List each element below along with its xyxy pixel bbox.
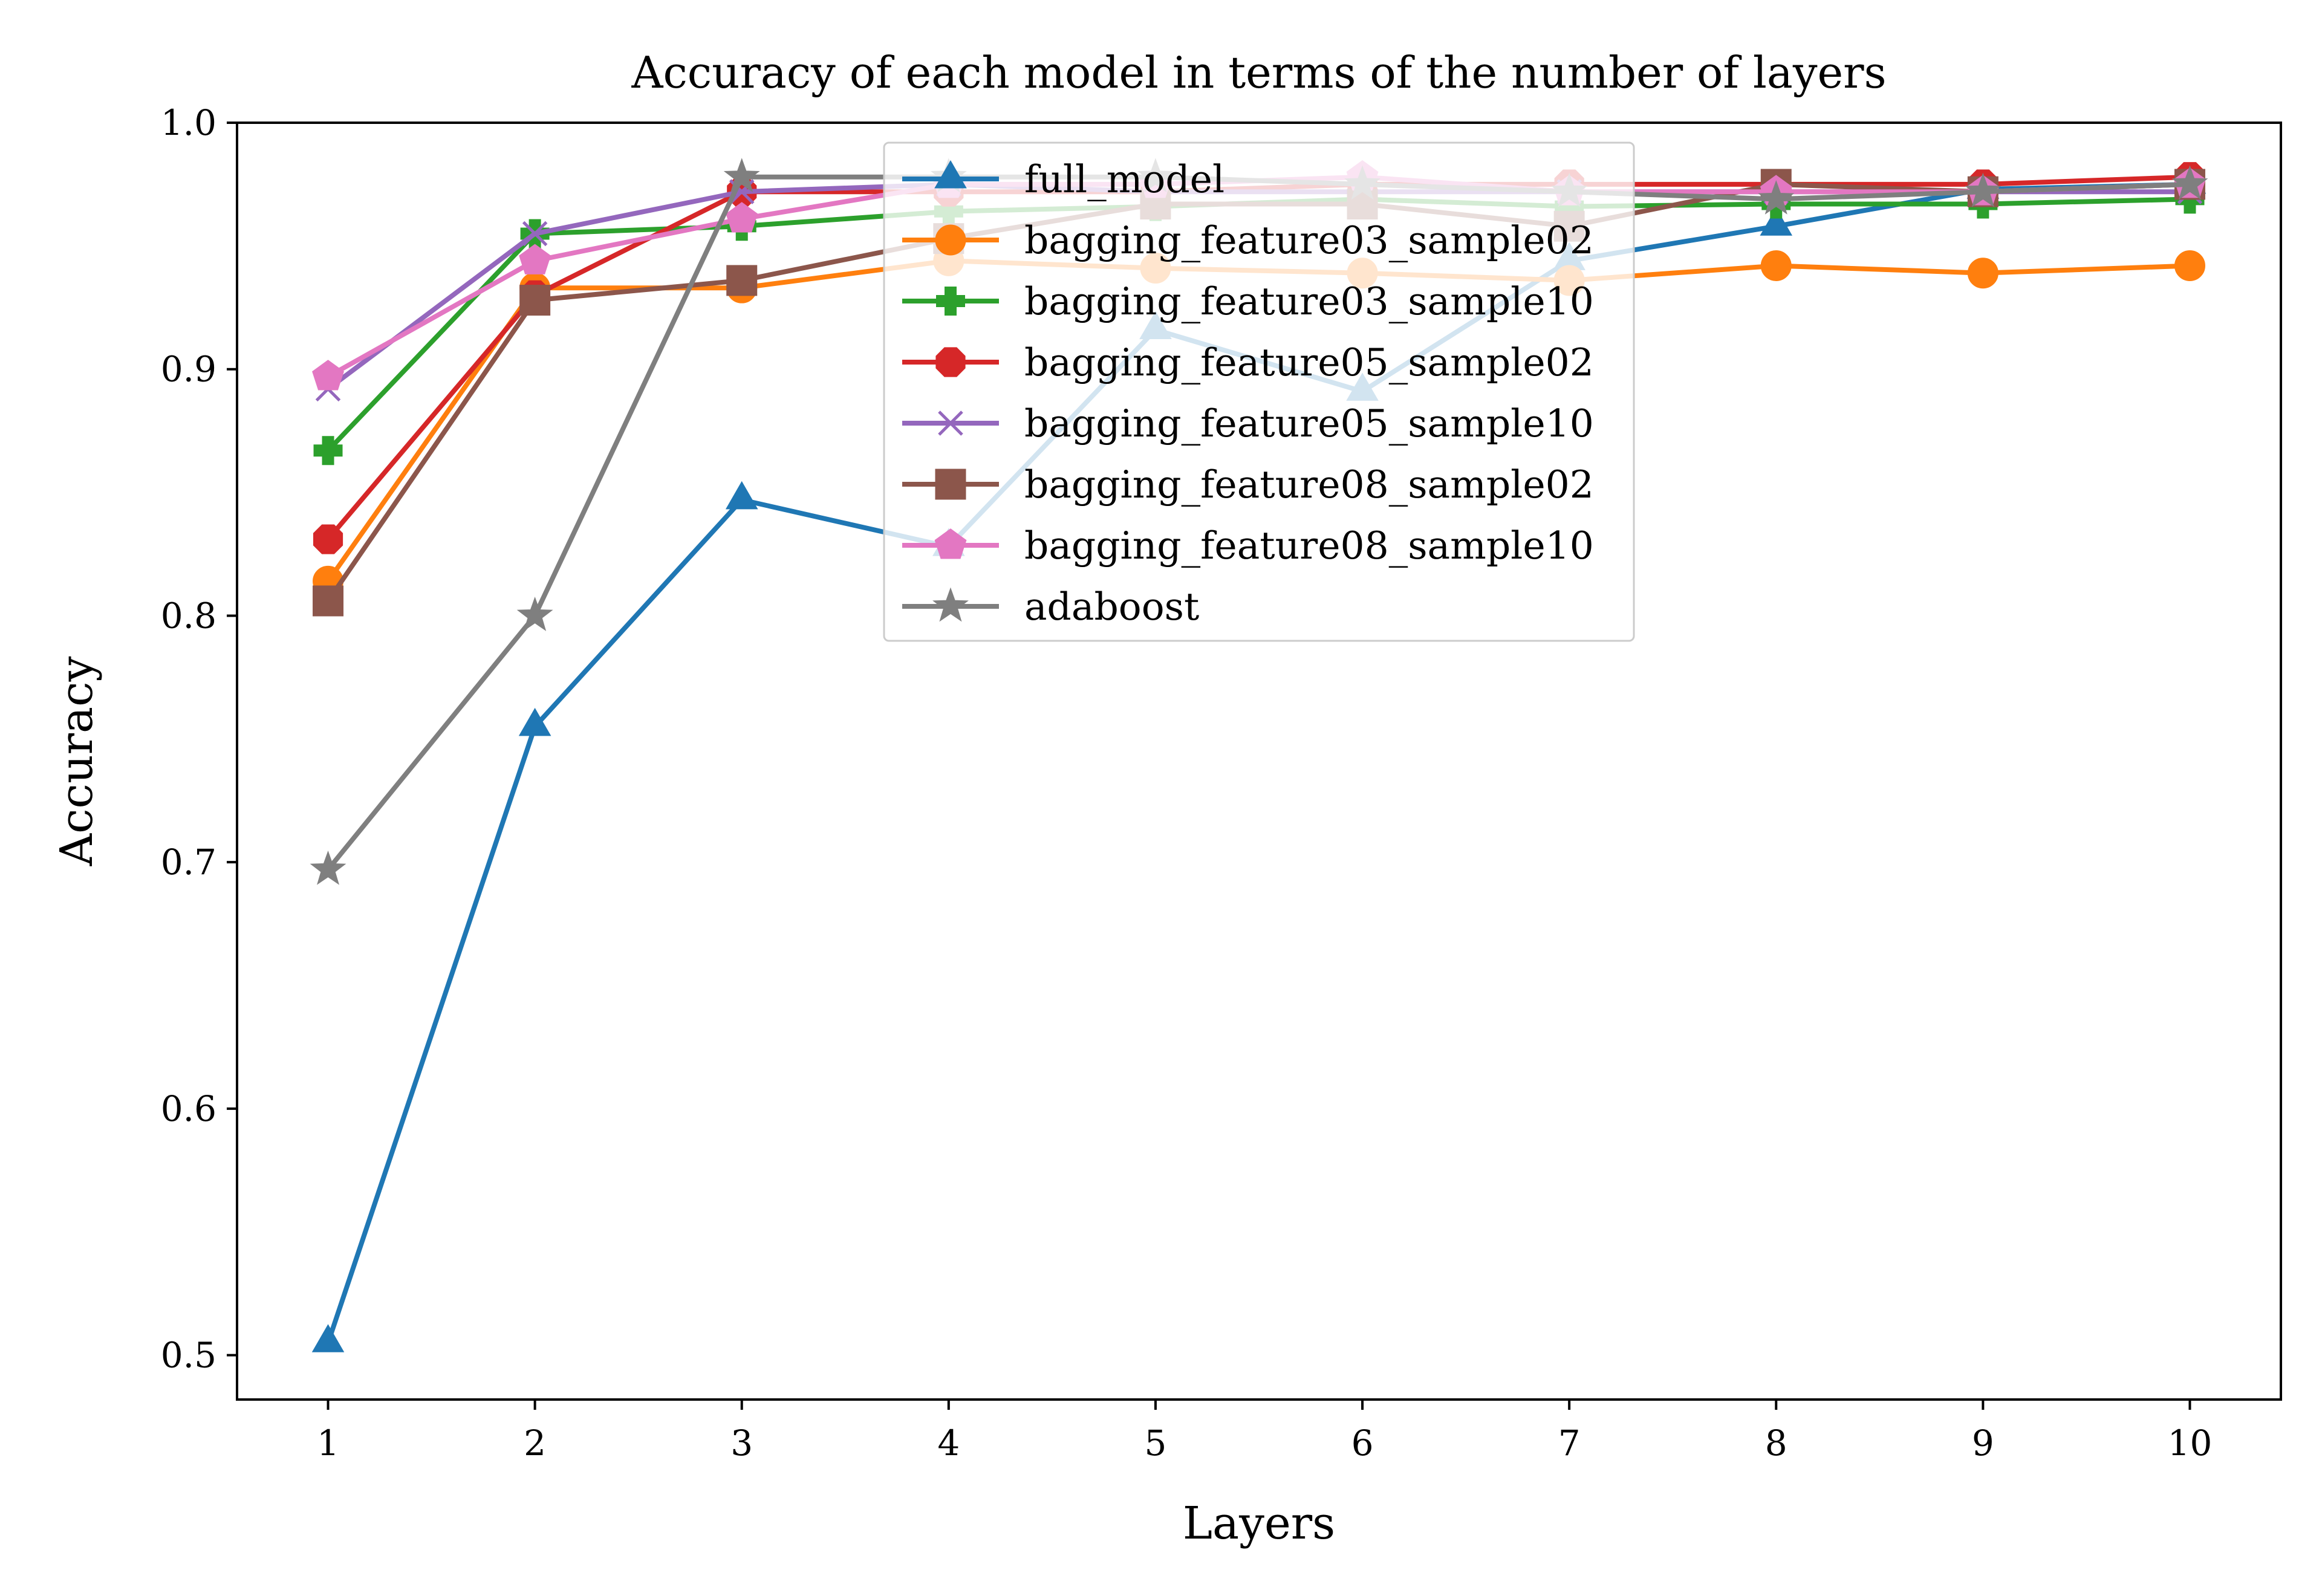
data-point-bagging_feature08_sample10-2 bbox=[519, 244, 551, 274]
legend-marker-bagging_feature08_sample10 bbox=[934, 528, 967, 559]
legend-entry-bagging_feature05_sample02: bagging_feature05_sample02 bbox=[902, 340, 1594, 384]
legend-marker-adaboost bbox=[932, 587, 969, 622]
legend-marker-bagging_feature05_sample10 bbox=[938, 410, 963, 436]
data-point-adaboost-3 bbox=[723, 158, 760, 193]
data-point-bagging_feature08_sample10-3 bbox=[726, 202, 758, 233]
legend-label: bagging_feature08_sample10 bbox=[1024, 524, 1594, 568]
data-point-bagging_feature08_sample02-2 bbox=[519, 285, 551, 316]
x-tick-label: 9 bbox=[1972, 1422, 1994, 1464]
y-axis: 0.5 0.6 0.7 0.8 0.9 1.0 bbox=[161, 102, 237, 1376]
legend-marker-bagging_feature05_sample02 bbox=[935, 347, 966, 377]
legend-box bbox=[883, 141, 1635, 642]
x-tick-label: 5 bbox=[1144, 1422, 1166, 1464]
plot-frame bbox=[236, 122, 2282, 1401]
legend-entry-bagging_feature08_sample10: bagging_feature08_sample10 bbox=[902, 524, 1594, 568]
legend-label: adaboost bbox=[1024, 585, 1199, 629]
legend-marker-bagging_feature03_sample02 bbox=[935, 224, 966, 256]
y-tick-label: 0.6 bbox=[161, 1088, 216, 1129]
legend-label: full_model bbox=[1024, 157, 1224, 201]
legend-label: bagging_feature08_sample02 bbox=[1024, 462, 1594, 507]
legend-entry-bagging_feature05_sample10: bagging_feature05_sample10 bbox=[902, 401, 1594, 446]
data-point-adaboost-2 bbox=[516, 597, 553, 631]
data-point-bagging_feature03_sample02-10 bbox=[2174, 250, 2205, 281]
data-point-bagging_feature03_sample10-1 bbox=[313, 436, 343, 465]
legend: full_model bagging_feature03_sample02bagg… bbox=[883, 141, 1635, 642]
y-tick-label: 0.9 bbox=[161, 349, 216, 390]
legend-label: bagging_feature03_sample10 bbox=[1024, 279, 1594, 323]
data-point-bagging_feature08_sample10-1 bbox=[312, 360, 344, 391]
data-point-bagging_feature03_sample02-8 bbox=[1760, 250, 1792, 281]
x-tick-label: 7 bbox=[1558, 1422, 1581, 1464]
x-tick-label: 4 bbox=[937, 1422, 960, 1464]
data-point-bagging_feature08_sample02-3 bbox=[726, 265, 758, 296]
x-tick-label: 8 bbox=[1765, 1422, 1787, 1464]
data-point-bagging_feature03_sample02-9 bbox=[1967, 258, 1998, 289]
legend-label: bagging_feature05_sample02 bbox=[1024, 340, 1594, 384]
data-point-full_model-3 bbox=[725, 481, 758, 510]
y-tick-label: 1.0 bbox=[161, 102, 216, 143]
data-point-adaboost-1 bbox=[310, 850, 346, 885]
data-point-bagging_feature08_sample02-1 bbox=[313, 585, 344, 617]
data-point-adaboost-10 bbox=[2171, 165, 2208, 200]
data-point-adaboost-8 bbox=[1758, 180, 1795, 215]
y-tick-label: 0.5 bbox=[161, 1335, 216, 1376]
legend-label: bagging_feature05_sample10 bbox=[1024, 401, 1594, 446]
data-point-adaboost-9 bbox=[1965, 172, 2002, 207]
x-tick-label: 3 bbox=[730, 1422, 753, 1464]
x-tick-label: 2 bbox=[524, 1422, 546, 1464]
data-point-full_model-2 bbox=[518, 707, 551, 736]
x-tick-label: 10 bbox=[2168, 1422, 2213, 1464]
legend-marker-bagging_feature03_sample10 bbox=[936, 287, 965, 316]
y-tick-label: 0.7 bbox=[161, 842, 216, 883]
legend-entry-adaboost: adaboost bbox=[902, 585, 1199, 629]
data-point-bagging_feature05_sample02-1 bbox=[313, 524, 343, 554]
x-axis: 1 2 3 4 5 6 7 8 9 10 bbox=[317, 1400, 2212, 1464]
y-axis-label: Accuracy bbox=[51, 656, 103, 866]
x-tick-label: 6 bbox=[1351, 1422, 1374, 1464]
x-axis-label: Layers bbox=[1183, 1497, 1335, 1549]
data-point-full_model-1 bbox=[311, 1324, 345, 1352]
legend-label: bagging_feature03_sample02 bbox=[1024, 218, 1594, 262]
legend-entry-bagging_feature03_sample02: bagging_feature03_sample02 bbox=[902, 218, 1594, 262]
legend-marker-bagging_feature08_sample02 bbox=[935, 469, 966, 500]
legend-marker-full_model bbox=[934, 160, 967, 189]
legend-entry-bagging_feature03_sample10: bagging_feature03_sample10 bbox=[902, 279, 1594, 323]
legend-entry-bagging_feature08_sample02: bagging_feature08_sample02 bbox=[902, 462, 1594, 507]
chart-title: Accuracy of each model in terms of the n… bbox=[631, 47, 1886, 98]
data-point-bagging_feature05_sample10-2 bbox=[522, 221, 548, 247]
data-point-full_model-8 bbox=[1760, 207, 1793, 236]
y-tick-label: 0.8 bbox=[161, 595, 216, 636]
x-tick-label: 1 bbox=[317, 1422, 339, 1464]
legend-entry-full_model: full_model bbox=[902, 157, 1224, 201]
